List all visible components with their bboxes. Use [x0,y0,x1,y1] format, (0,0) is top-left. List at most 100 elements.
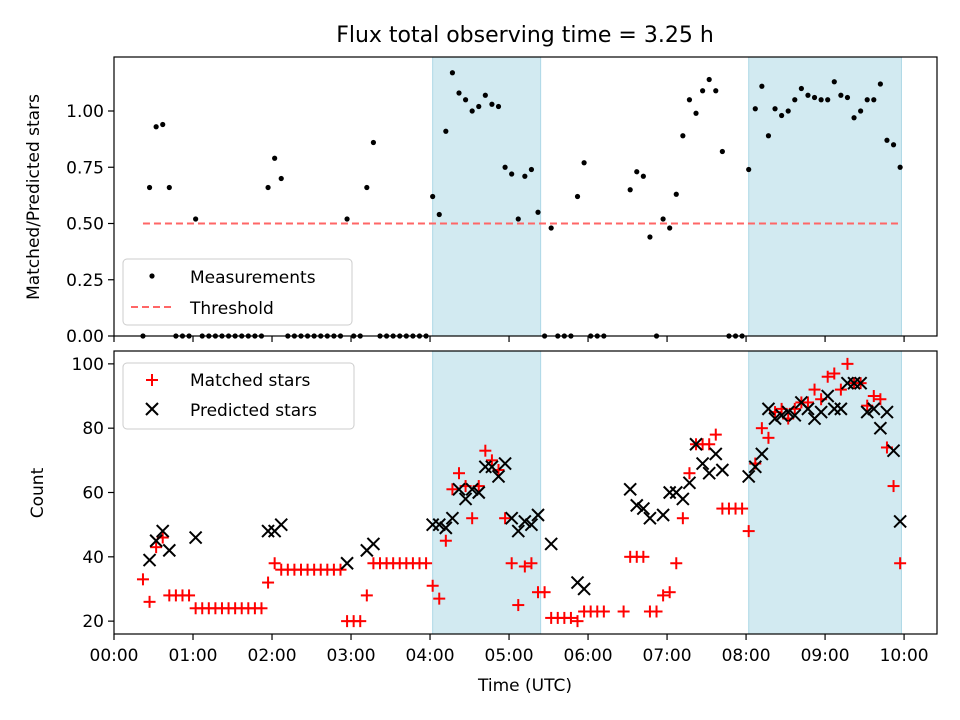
x-tick-label: 04:00 [406,646,455,666]
predicted-star-point [531,508,545,522]
matched-star-point [808,383,821,396]
predicted-star-point [847,376,861,390]
predicted-star-point [801,402,815,416]
y-tick-label: 100 [72,355,104,375]
predicted-star-point [188,530,203,545]
matched-star-point [709,428,722,441]
x-tick-label: 06:00 [564,646,613,666]
matched-star-point [150,541,163,554]
predicted-star-point [814,405,828,419]
measurement-point [272,155,278,161]
matched-star-point [512,599,525,612]
matched-star-point [650,605,663,618]
measurement-point [765,133,772,139]
matched-star-point [183,589,196,602]
matched-star-point [874,393,887,406]
matched-star-point [453,467,466,480]
y-tick-label: 40 [82,548,104,568]
predicted-star-point [472,485,486,500]
measurement-point [449,70,456,76]
matched-star-point [143,595,156,608]
predicted-star-point [860,405,874,419]
predicted-star-point [676,492,690,506]
matched-star-point [755,422,768,435]
y-tick-label: 0.75 [66,158,104,178]
measurement-point [831,79,837,85]
matched-star-point [597,605,610,618]
predicted-star-point [274,517,288,532]
matched-star-point [518,560,531,573]
measurement-point [686,97,693,103]
measurement-point [719,148,725,155]
measurement-point [265,184,271,191]
matched-star-point [136,573,149,586]
predicted-star-point [491,469,506,484]
predicted-star-point [886,443,901,458]
measurement-point [660,216,666,222]
measurement-point [278,175,284,182]
predicted-star-point [662,485,677,500]
predicted-star-point [636,501,651,516]
measurement-point [884,137,890,143]
measurement-point [581,160,587,166]
measurement-point [364,184,370,191]
legend-measurement-marker [149,273,155,279]
predicted-star-point [755,447,769,461]
x-tick-label: 08:00 [722,646,771,666]
legend-matched-marker [146,374,158,386]
measurement-point [515,216,521,222]
matched-star-point [499,512,512,525]
matched-star-point [479,444,492,457]
predicted-star-point [340,556,354,570]
observing-window-2 [748,56,902,337]
y-tick-label: 20 [82,612,104,632]
predicted-star-point [827,402,841,416]
measurement-point [640,173,646,179]
measurement-point [693,110,699,116]
measurement-point [193,216,199,222]
matched-star-point [505,557,518,570]
ratio-legend: Measurements Threshold [122,258,353,326]
predicted-star-point [478,460,493,474]
measurement-point [160,121,166,128]
y-tick-label: 0.50 [66,215,104,235]
predicted-star-point [695,456,710,471]
measurement-point [673,191,679,197]
predicted-star-point [432,517,446,532]
measurement-point [667,225,673,231]
predicted-star-point [445,511,460,525]
predicted-star-point [643,511,657,525]
measurement-point [858,108,864,114]
count-panel: 20 40 60 80 100 00:00 01:00 02:00 03:00 04:00 05:… [28,350,938,696]
measurement-point [805,92,811,98]
predicted-star-point [689,437,703,451]
observing-window-1 [432,56,542,337]
measurement-point [495,103,502,110]
count-legend: Matched stars Predicted stars [122,362,355,430]
predicted-star-point [774,408,789,423]
matched-star-point [433,592,446,605]
measurement-point [436,211,442,218]
predicted-star-point [630,498,644,513]
measurement-point [752,106,758,112]
chart-title: Flux total observing time = 3.25 h [336,23,714,48]
matched-star-point [821,370,834,383]
matched-star-point [466,512,479,525]
x-tick-label: 10:00 [880,646,929,666]
predicted-star-point [834,402,848,416]
matched-star-point [841,357,854,370]
x-axis-label: Time (UTC) [477,676,572,696]
matched-star-point [894,557,907,570]
predicted-star-point [788,408,802,423]
measurement-point [462,97,469,103]
measurement-point [522,173,528,179]
measurement-point [838,92,844,98]
predicted-star-point [820,389,835,403]
predicted-star-point [715,463,730,477]
measurement-point [713,88,719,94]
x-tick-label: 01:00 [169,646,218,666]
count-y-axis-label: Count [28,467,48,518]
predicted-star-point [840,376,855,390]
legend-predicted-label: Predicted stars [190,401,317,421]
